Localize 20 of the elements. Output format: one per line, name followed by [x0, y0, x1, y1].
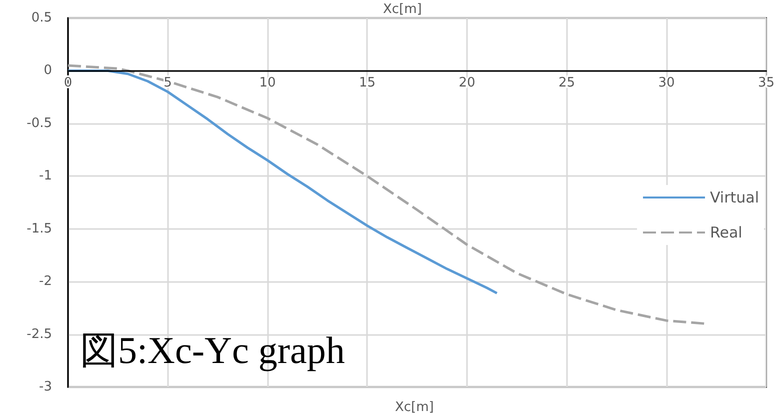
x-axis-title: Xc[m]: [395, 400, 434, 415]
line-series: [66, 69, 498, 294]
legend-label: Real: [710, 224, 742, 242]
y-tick-label: -1.5: [26, 221, 52, 236]
annotation: 図5:Xc-Yc graph: [80, 330, 345, 372]
y-tick-label: 0.5: [31, 10, 52, 26]
y-tick-label: -2.5: [26, 326, 52, 342]
x-tick-label: 20: [458, 76, 476, 91]
y-tick-label: -1: [39, 168, 52, 184]
x-tick-label: 5: [164, 76, 172, 91]
y-tick-label: -2: [39, 274, 52, 290]
x-tick-label: 25: [558, 76, 576, 91]
legend-label: Virtual: [710, 188, 759, 206]
x-tick-label: 30: [658, 76, 675, 91]
y-tick-label: -3: [39, 380, 52, 394]
y-tick-label: -0.5: [26, 116, 52, 131]
y-tick-label: 0: [44, 63, 52, 78]
chart-title: Xc[m]: [383, 2, 422, 17]
x-tick-label: 15: [358, 76, 376, 91]
x-tick-label: 10: [259, 76, 276, 91]
